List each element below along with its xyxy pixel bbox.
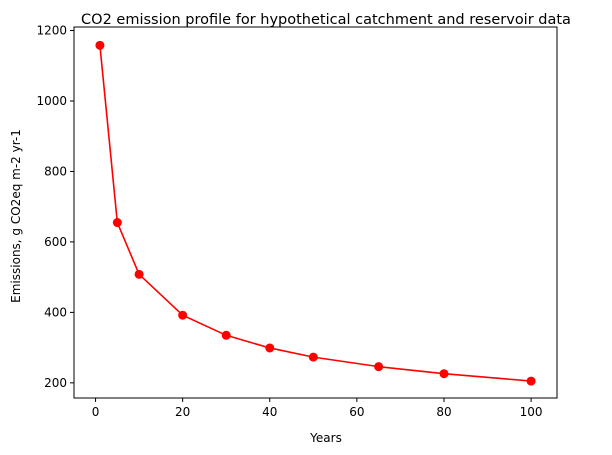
data-point: [439, 369, 449, 379]
x-tick-label: 60: [349, 405, 364, 419]
x-tick-label: 20: [175, 405, 190, 419]
chart-title: CO2 emission profile for hypothetical ca…: [81, 12, 571, 28]
data-point: [134, 269, 144, 279]
series-group: [95, 40, 536, 386]
y-axis-ticks: 200 400 600 800 1000 1200: [36, 24, 74, 390]
data-point: [374, 362, 384, 372]
data-point: [112, 218, 122, 228]
x-tick-label: 100: [520, 405, 543, 419]
x-tick-label: 80: [436, 405, 451, 419]
x-axis-label: Years: [309, 431, 342, 445]
x-tick-label: 40: [262, 405, 277, 419]
plot-area: 0 20 40 60 80 100 200 400 600 800 1000 1200: [36, 24, 558, 419]
y-tick-label: 1000: [36, 94, 67, 108]
y-tick-label: 400: [44, 305, 67, 319]
data-point: [526, 376, 536, 386]
y-tick-label: 800: [44, 164, 67, 178]
y-tick-label: 600: [44, 235, 67, 249]
y-axis-label: Emissions, g CO2eq m-2 yr-1: [9, 129, 23, 303]
data-point: [221, 330, 231, 340]
axes-frame: [73, 26, 558, 399]
data-point: [178, 310, 188, 320]
series-line: [99, 45, 532, 382]
data-point: [95, 40, 105, 50]
x-tick-label: 0: [92, 405, 100, 419]
x-axis-ticks: 0 20 40 60 80 100: [92, 398, 543, 419]
data-point: [308, 352, 318, 362]
data-point: [265, 343, 275, 353]
y-tick-label: 200: [44, 376, 67, 390]
y-tick-label: 1200: [36, 24, 67, 38]
